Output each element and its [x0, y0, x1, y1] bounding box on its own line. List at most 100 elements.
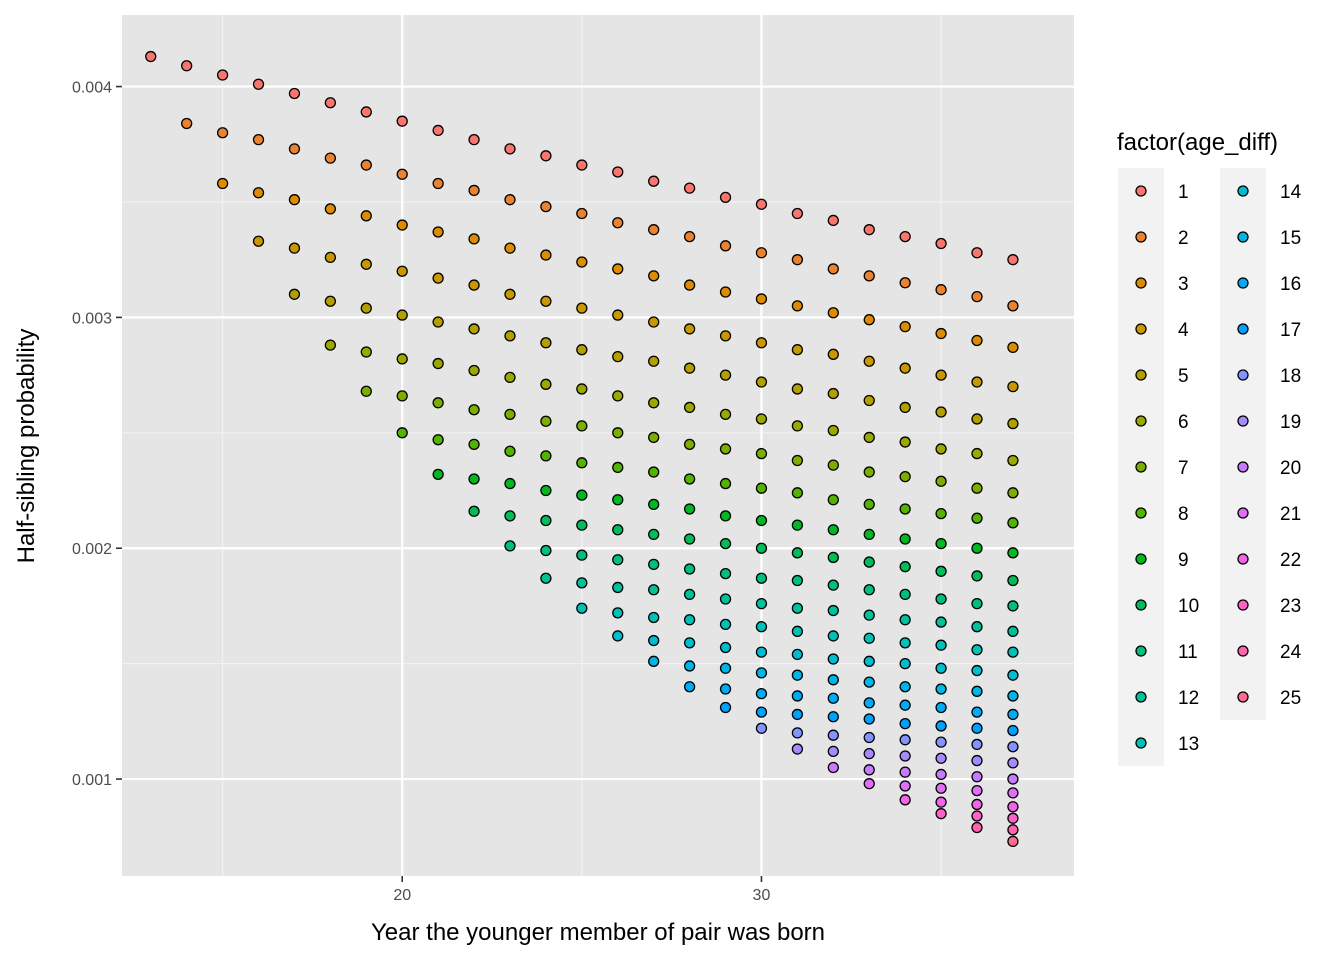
legend-label: 1	[1178, 182, 1189, 203]
data-point	[935, 565, 947, 577]
data-point	[755, 687, 768, 700]
data-point	[755, 376, 768, 388]
legend-label: 15	[1280, 228, 1301, 249]
legend-label: 24	[1280, 642, 1302, 663]
data-point	[1007, 741, 1019, 753]
data-point	[576, 302, 588, 314]
data-point	[540, 544, 552, 557]
data-point	[683, 362, 696, 374]
data-point	[396, 390, 408, 402]
data-point	[504, 540, 516, 552]
data-point	[791, 648, 804, 661]
data-point	[935, 808, 947, 820]
legend-key	[1135, 369, 1147, 381]
data-point	[863, 731, 875, 744]
data-point	[791, 519, 804, 531]
data-point	[935, 752, 947, 764]
data-point	[971, 290, 983, 303]
data-point	[576, 602, 588, 614]
data-point	[324, 251, 337, 264]
data-point	[791, 547, 804, 559]
data-point	[899, 503, 911, 515]
data-point	[360, 385, 372, 397]
data-point	[252, 133, 265, 146]
data-point	[540, 484, 552, 497]
legend-label: 23	[1280, 596, 1301, 617]
data-point	[971, 771, 983, 783]
data-point	[576, 344, 588, 356]
data-point	[827, 630, 839, 642]
data-point	[791, 602, 804, 614]
data-point	[612, 427, 624, 439]
data-point	[216, 177, 229, 190]
data-point	[1007, 757, 1019, 769]
data-point	[971, 754, 983, 767]
data-point	[396, 353, 408, 365]
data-point	[971, 722, 983, 734]
major-gridlines	[122, 15, 1074, 876]
legend-key	[1237, 553, 1249, 565]
legend-label: 14	[1280, 182, 1302, 203]
data-point	[648, 397, 660, 409]
data-point	[1007, 517, 1019, 529]
data-point	[612, 309, 624, 321]
data-point	[719, 510, 732, 522]
data-point	[935, 701, 947, 714]
data-point	[540, 378, 552, 390]
data-point	[827, 263, 839, 275]
data-point	[252, 187, 265, 199]
data-point	[935, 443, 947, 455]
data-point	[612, 554, 624, 566]
legend-label: 5	[1178, 366, 1189, 387]
data-point	[971, 447, 983, 460]
data-point	[612, 524, 624, 536]
data-point	[648, 655, 660, 667]
data-point	[935, 537, 947, 550]
data-point	[396, 309, 408, 321]
data-point	[1007, 824, 1019, 836]
data-point	[755, 646, 768, 658]
data-point	[432, 434, 444, 446]
legend-key	[1237, 691, 1249, 703]
data-point	[791, 207, 804, 220]
data-point	[899, 780, 911, 792]
data-point	[899, 718, 911, 730]
data-point	[719, 443, 732, 455]
data-point	[1007, 625, 1019, 637]
data-point	[683, 614, 696, 626]
data-point	[899, 766, 911, 778]
data-point	[719, 286, 732, 298]
data-point	[683, 182, 696, 194]
data-point	[1007, 547, 1019, 559]
data-point	[863, 394, 875, 407]
legend-label: 6	[1178, 412, 1189, 433]
data-point	[396, 265, 408, 277]
data-point	[935, 369, 947, 381]
data-point	[504, 445, 516, 457]
legend-key	[1237, 231, 1249, 243]
data-point	[755, 247, 768, 259]
data-point	[755, 337, 768, 349]
data-point	[899, 588, 911, 601]
x-tick-label: 20	[393, 887, 411, 904]
data-point	[791, 344, 804, 356]
legend-label: 16	[1280, 274, 1301, 295]
legend-label: 20	[1280, 458, 1301, 479]
legend-key	[1237, 461, 1249, 473]
data-point	[719, 641, 732, 654]
plot-panel	[122, 15, 1074, 876]
x-axis-title: Year the younger member of pair was born	[371, 919, 825, 946]
data-point	[612, 350, 624, 363]
data-point	[971, 706, 983, 718]
legend-label: 18	[1280, 366, 1301, 387]
legend-key	[1135, 507, 1147, 519]
data-point	[863, 498, 875, 511]
data-point	[683, 473, 696, 485]
data-point	[683, 503, 696, 515]
data-point	[935, 593, 947, 605]
data-point	[468, 133, 480, 146]
data-point	[935, 406, 947, 418]
legend-key	[1237, 507, 1249, 519]
legend-key	[1237, 277, 1249, 289]
